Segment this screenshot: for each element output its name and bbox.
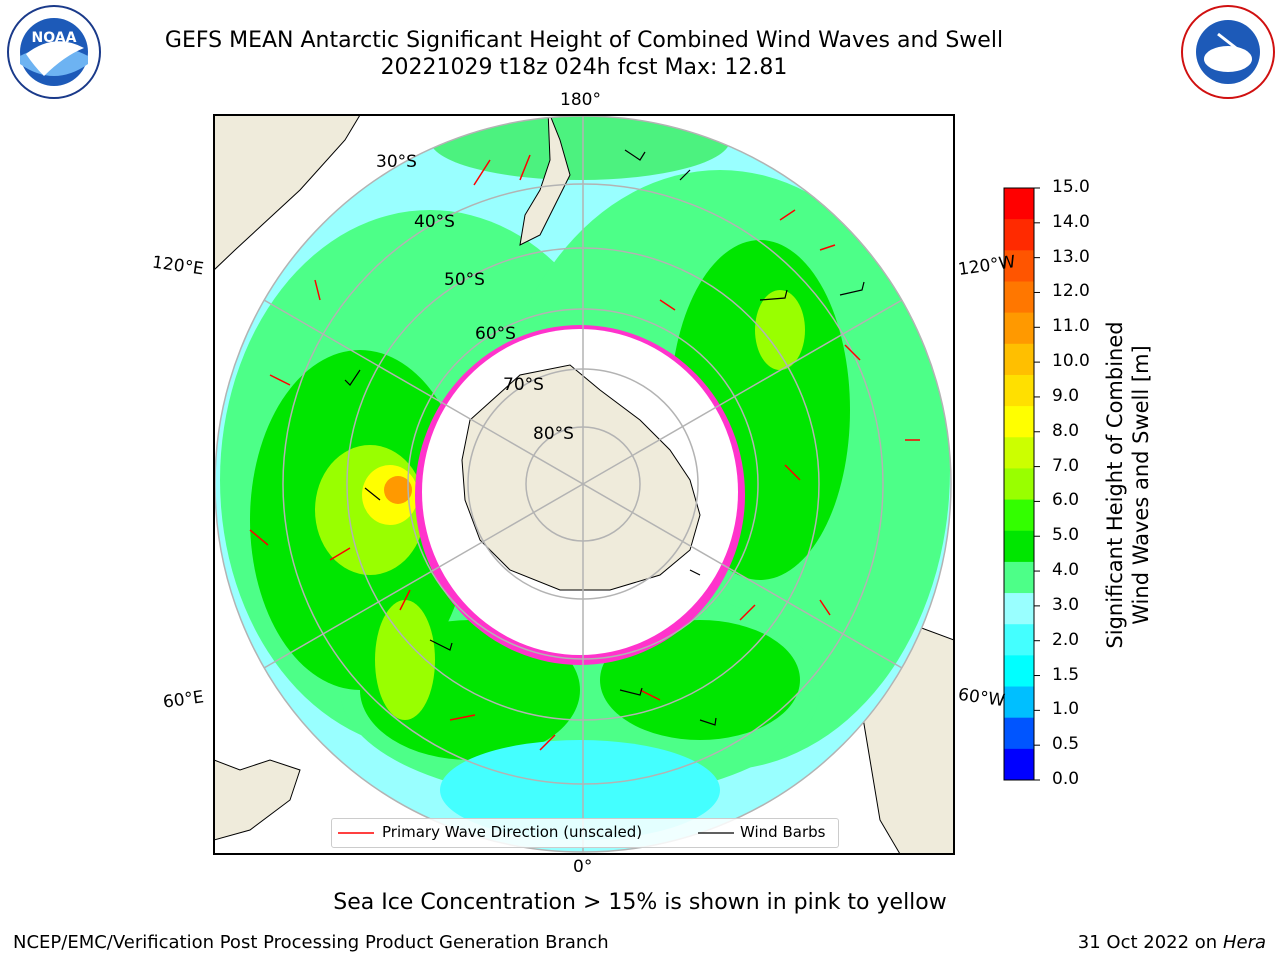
lat-label-30s: 30°S	[376, 152, 417, 172]
map-frame	[213, 114, 955, 855]
colorbar-segment	[1004, 561, 1034, 594]
australia-land	[214, 115, 361, 271]
colorbar-label-line2: Wind Waves and Swell [m]	[1129, 345, 1153, 625]
colorbar-tick-label: 13.0	[1052, 246, 1090, 267]
colorbar-tick-label: 1.5	[1052, 664, 1080, 685]
noaa-logo: NOAA	[7, 5, 101, 99]
lat-label-40s: 40°S	[414, 212, 455, 232]
colorbar-segment	[1004, 374, 1034, 407]
wind-barb-swatch	[698, 832, 734, 834]
colorbar-segment	[1004, 530, 1034, 563]
colorbar-tick-label: 15.0	[1052, 177, 1090, 197]
lon-label-180: 180°	[560, 90, 601, 110]
colorbar-tick-label: 14.0	[1052, 211, 1090, 232]
lat-label-80s: 80°S	[533, 424, 574, 444]
colorbar	[1003, 187, 1040, 781]
colorbar-tick-label: 8.0	[1052, 420, 1080, 441]
colorbar-label-line1: Significant Height of Combined	[1103, 321, 1127, 649]
colorbar-segment	[1004, 468, 1034, 501]
colorbar-segment	[1004, 406, 1034, 438]
colorbar-tick-label: 11.0	[1052, 316, 1090, 337]
lon-label-0: 0°	[573, 857, 593, 877]
colorbar-segment	[1004, 281, 1034, 314]
colorbar-tick-label: 4.0	[1052, 560, 1080, 581]
colorbar-tick-label: 0.5	[1052, 734, 1080, 755]
colorbar-segment	[1004, 717, 1034, 750]
footer-credit: NCEP/EMC/Verification Post Processing Pr…	[13, 932, 609, 953]
colorbar-segment	[1004, 748, 1034, 781]
lat-label-70s: 70°S	[503, 375, 544, 395]
antarctica-land	[461, 364, 701, 591]
colorbar-segment	[1004, 343, 1034, 376]
colorbar-segment	[1004, 219, 1034, 251]
colorbar-segment	[1004, 655, 1034, 688]
colorbar-segment	[1004, 250, 1034, 282]
colorbar-tick-label: 7.0	[1052, 455, 1080, 476]
lat-label-60s: 60°S	[475, 324, 516, 344]
colorbar-tick-label: 10.0	[1052, 351, 1090, 372]
footer-date: 31 Oct 2022 on Hera	[1078, 932, 1266, 953]
colorbar-segment	[1004, 312, 1034, 345]
colorbar-tick-label: 6.0	[1052, 490, 1080, 511]
map-title: GEFS MEAN Antarctic Significant Height o…	[164, 28, 1004, 53]
colorbar-tick-label: 3.0	[1052, 594, 1080, 615]
wind-barbs	[344, 149, 865, 726]
colorbar-segment	[1004, 188, 1034, 220]
colorbar-segment	[1004, 499, 1034, 532]
colorbar-segment	[1004, 437, 1034, 469]
legend-wind-barbs: Wind Barbs	[740, 823, 826, 841]
colorbar-tick-label: 5.0	[1052, 525, 1080, 546]
colorbar-tick-label: 0.0	[1052, 769, 1080, 789]
colorbar-segment	[1004, 593, 1034, 625]
lat-label-50s: 50°S	[444, 270, 485, 290]
colorbar-tick-label: 2.0	[1052, 629, 1080, 650]
colorbar-segment	[1004, 686, 1034, 719]
wave-direction-arrows	[249, 154, 920, 751]
colorbar-tick-label: 9.0	[1052, 385, 1080, 406]
map-legend: Primary Wave Direction (unscaled) Wind B…	[331, 818, 839, 848]
footer-host: Hera	[1222, 932, 1266, 953]
colorbar-tick-label: 1.0	[1052, 699, 1080, 720]
sea-ice-caption: Sea Ice Concentration > 15% is shown in …	[333, 890, 947, 915]
svg-text:NOAA: NOAA	[32, 30, 77, 46]
legend-wave-direction: Primary Wave Direction (unscaled)	[382, 823, 643, 841]
footer-date-text: 31 Oct 2022 on	[1077, 932, 1223, 953]
colorbar-tick-label: 12.0	[1052, 281, 1090, 302]
colorbar-segment	[1004, 624, 1034, 656]
africa-land	[214, 759, 301, 841]
wave-direction-swatch	[338, 832, 374, 834]
map-subtitle: 20221029 t18z 024h fcst Max: 12.81	[380, 55, 788, 80]
national-weather-service-logo	[1181, 5, 1275, 99]
